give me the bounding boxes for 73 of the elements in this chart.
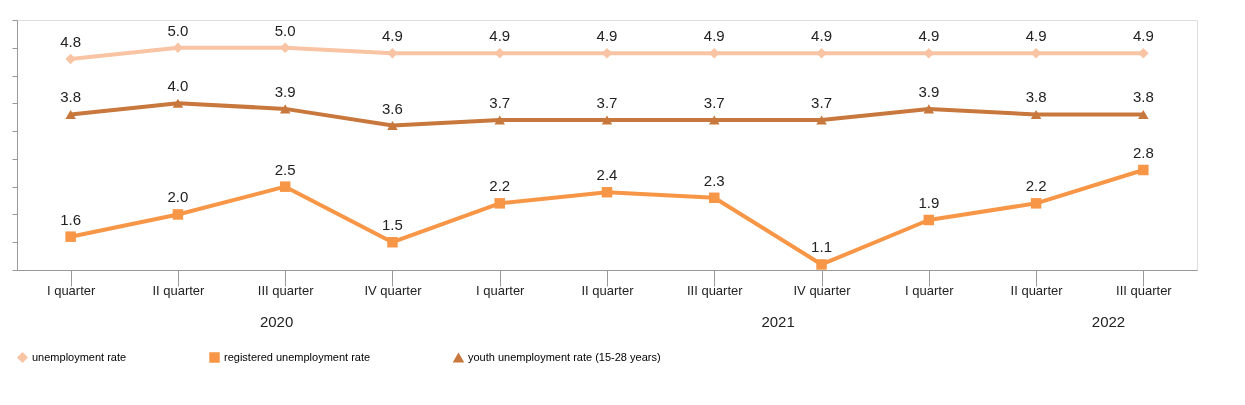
data-label: 2.5 — [274, 160, 296, 178]
data-label: 4.9 — [596, 27, 618, 45]
data-label: 3.7 — [489, 94, 511, 111]
data-label: 1.1 — [811, 238, 832, 256]
data-label: 2.3 — [703, 171, 725, 189]
point — [709, 115, 720, 125]
x-tick-label: II quarter — [1010, 282, 1064, 298]
x-tick-label: III quarter — [686, 282, 744, 298]
data-label: 3.9 — [918, 82, 940, 100]
data-label: 4.9 — [703, 27, 725, 45]
x-tick-label: I quarter — [46, 282, 97, 298]
data-label: 3.8 — [60, 88, 82, 106]
legend-label: youth unemployment rate (15-28 years) — [468, 350, 661, 363]
data-label: 3.9 — [274, 82, 296, 100]
data-label: 1.6 — [60, 210, 82, 228]
data-label: 3.7 — [811, 94, 832, 111]
point — [279, 104, 291, 114]
data-label: 1.5 — [382, 216, 403, 234]
point — [387, 236, 398, 248]
point — [1138, 109, 1149, 119]
point — [65, 109, 76, 119]
point — [923, 214, 935, 226]
data-label: 4.9 — [382, 27, 403, 45]
point — [1138, 164, 1149, 176]
data-label: 4.9 — [1025, 27, 1047, 45]
x-tick-label: IV quarter — [364, 282, 423, 298]
point — [601, 186, 613, 198]
text: 2020 — [259, 313, 294, 330]
x-tick-label: I quarter — [476, 282, 526, 298]
legend-label: unemployment rate — [32, 350, 127, 363]
point — [1030, 198, 1042, 209]
point — [923, 104, 935, 114]
data-label: 2.2 — [489, 177, 511, 195]
text: 2022 — [1091, 313, 1126, 330]
point — [494, 115, 505, 125]
x-tick-label: II quarter — [581, 282, 635, 298]
data-label: 2.2 — [1025, 177, 1047, 195]
data-label: 4.8 — [60, 32, 82, 50]
data-label: 4.9 — [918, 27, 940, 45]
point — [172, 98, 184, 108]
x-tick-label: II quarter — [152, 282, 206, 298]
data-label: 2.0 — [167, 188, 189, 206]
data-label: 4.9 — [1132, 27, 1154, 45]
legend-label: registered unemployment rate — [224, 350, 371, 363]
data-label: 4.0 — [167, 77, 189, 95]
data-label: 5.0 — [274, 21, 296, 39]
point — [816, 115, 827, 125]
data-label: 2.4 — [596, 166, 618, 184]
x-tick-label: III quarter — [257, 282, 315, 298]
text: 2021 — [761, 313, 795, 330]
point — [816, 259, 827, 270]
point — [279, 181, 291, 192]
data-label: 3.7 — [703, 94, 725, 111]
point — [709, 192, 720, 204]
data-label: 3.8 — [1132, 88, 1154, 106]
point — [65, 53, 76, 65]
x-tick-label: IV quarter — [793, 282, 852, 298]
x-tick-label: III quarter — [1116, 282, 1173, 298]
data-label: 3.8 — [1025, 88, 1047, 106]
data-label: 3.6 — [382, 99, 403, 117]
point — [494, 198, 505, 209]
point — [601, 115, 613, 125]
x-tick-label: I quarter — [905, 282, 955, 298]
point — [387, 121, 398, 131]
data-label: 5.0 — [167, 21, 189, 39]
data-label: 1.9 — [918, 194, 940, 211]
point — [65, 231, 76, 242]
data-label: 4.9 — [811, 27, 832, 45]
point — [1030, 109, 1042, 119]
data-label: 3.7 — [596, 94, 618, 111]
data-label: 2.8 — [1132, 144, 1154, 161]
point — [172, 209, 184, 220]
data-label: 4.9 — [489, 27, 511, 45]
